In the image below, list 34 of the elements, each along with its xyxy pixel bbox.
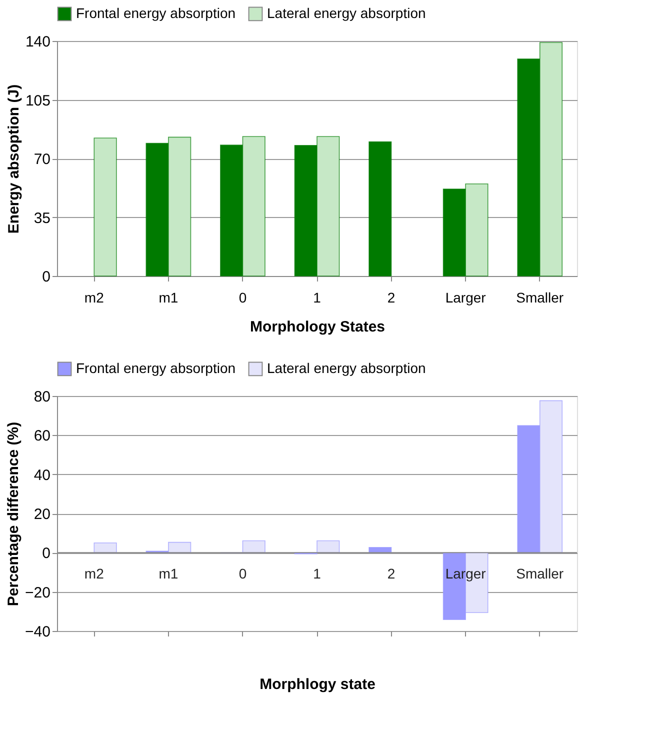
y-tick-label: 0: [42, 268, 50, 286]
y-axis-title: Percentage difference (%): [5, 422, 22, 606]
y-tick-label: 60: [34, 428, 50, 445]
legend-label: Lateral energy absorption: [267, 360, 426, 376]
y-tick-label: 140: [25, 34, 50, 50]
x-axis-title: Morphology States: [250, 318, 386, 336]
y-tick-label: 70: [34, 151, 50, 168]
x-tick-label: Larger: [445, 566, 486, 582]
x-tick-label: Smaller: [516, 290, 564, 306]
x-tick-label: 0: [238, 566, 247, 582]
x-tick-label: 1: [313, 566, 322, 582]
legend-label: Lateral energy absorption: [267, 4, 426, 21]
y-tick-label: 0: [42, 545, 50, 562]
x-tick-label: m2: [84, 290, 104, 306]
y-tick-label: −40: [25, 624, 50, 640]
x-tick-label: m2: [84, 566, 104, 582]
y-tick-label: 80: [34, 388, 50, 406]
y-axis-title: Energy absoption (J): [5, 84, 22, 234]
x-tick-label: 0: [238, 290, 247, 306]
y-tick-label: 40: [34, 466, 50, 484]
y-tick-label: 105: [25, 92, 50, 110]
x-tick-label: 2: [387, 566, 396, 582]
y-tick-label: 35: [34, 210, 50, 227]
x-tick-label: m1: [158, 290, 178, 306]
legend-label: Frontal energy absorption: [76, 4, 236, 21]
x-axis-title: Morphlogy state: [260, 676, 376, 693]
y-tick-label: −20: [25, 584, 50, 602]
legend-label: Frontal energy absorption: [76, 360, 236, 376]
y-tick-label: 20: [34, 506, 50, 523]
x-tick-label: 1: [313, 290, 322, 306]
x-tick-label: 2: [387, 290, 396, 306]
x-tick-label: Larger: [445, 290, 486, 306]
x-tick-label: Smaller: [516, 566, 564, 582]
x-tick-label: m1: [158, 566, 178, 582]
